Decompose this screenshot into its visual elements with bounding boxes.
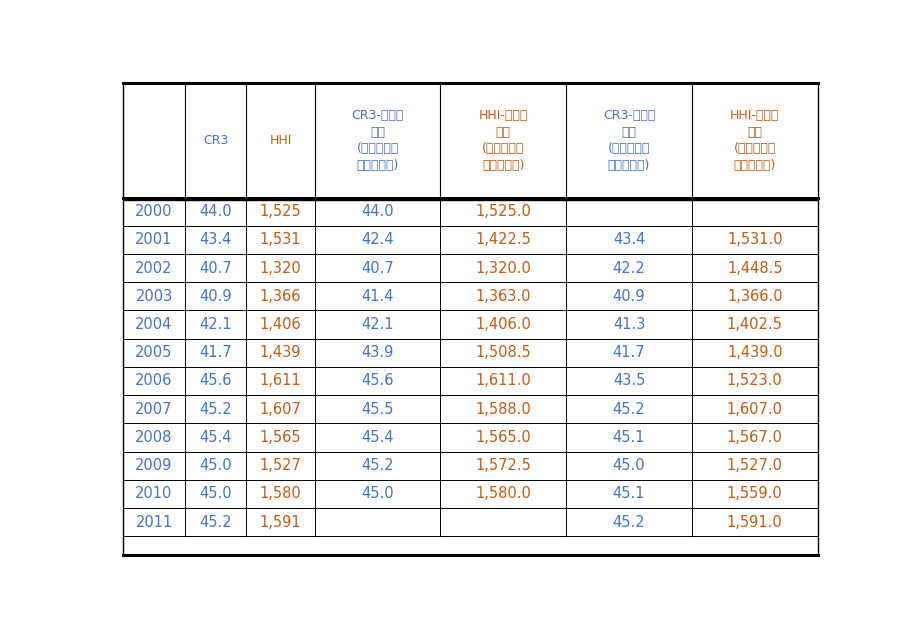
- Text: 45.0: 45.0: [612, 458, 645, 473]
- Text: 1,607.0: 1,607.0: [727, 402, 783, 416]
- Text: 40.7: 40.7: [199, 260, 232, 276]
- Text: 45.2: 45.2: [612, 402, 645, 416]
- Text: 42.1: 42.1: [199, 317, 232, 332]
- Text: 45.2: 45.2: [199, 514, 232, 530]
- Text: 45.4: 45.4: [199, 430, 231, 445]
- Text: 42.4: 42.4: [362, 233, 394, 247]
- Text: 45.6: 45.6: [362, 374, 394, 389]
- Text: 1,439.0: 1,439.0: [727, 345, 783, 360]
- Text: 43.9: 43.9: [362, 345, 394, 360]
- Text: 42.2: 42.2: [612, 260, 645, 276]
- Text: 1,607: 1,607: [260, 402, 301, 416]
- Text: 1,402.5: 1,402.5: [727, 317, 783, 332]
- Text: 2008: 2008: [135, 430, 173, 445]
- Text: 1,320.0: 1,320.0: [476, 260, 532, 276]
- Text: 45.0: 45.0: [362, 487, 394, 501]
- Text: 2001: 2001: [135, 233, 173, 247]
- Text: 1,531: 1,531: [260, 233, 301, 247]
- Text: 2002: 2002: [135, 260, 173, 276]
- Text: 2011: 2011: [135, 514, 173, 530]
- Text: CR3-보간법
적용
(짝수년도에
평균값삽입): CR3-보간법 적용 (짝수년도에 평균값삽입): [603, 109, 655, 171]
- Text: 44.0: 44.0: [199, 204, 232, 219]
- Text: 40.9: 40.9: [199, 289, 232, 304]
- Text: 41.3: 41.3: [613, 317, 645, 332]
- Text: 1,580.0: 1,580.0: [476, 487, 532, 501]
- Text: 1,567.0: 1,567.0: [727, 430, 783, 445]
- Text: 2010: 2010: [135, 487, 173, 501]
- Text: 2009: 2009: [135, 458, 173, 473]
- Text: 1,508.5: 1,508.5: [476, 345, 532, 360]
- Text: 44.0: 44.0: [362, 204, 394, 219]
- Text: CR3: CR3: [203, 134, 229, 147]
- Text: 1,527: 1,527: [260, 458, 301, 473]
- Text: CR3-보간법
적용
(홀수년도에
평균값삽입): CR3-보간법 적용 (홀수년도에 평균값삽입): [352, 109, 404, 171]
- Text: 45.2: 45.2: [362, 458, 394, 473]
- Text: 1,591: 1,591: [260, 514, 301, 530]
- Text: 41.4: 41.4: [362, 289, 394, 304]
- Text: 1,406.0: 1,406.0: [476, 317, 532, 332]
- Text: 45.1: 45.1: [613, 430, 645, 445]
- Text: 40.7: 40.7: [361, 260, 394, 276]
- Text: 45.2: 45.2: [199, 402, 232, 416]
- Text: 1,580: 1,580: [260, 487, 301, 501]
- Text: 45.2: 45.2: [612, 514, 645, 530]
- Text: 1,565: 1,565: [260, 430, 301, 445]
- Text: 43.4: 43.4: [613, 233, 645, 247]
- Text: 42.1: 42.1: [362, 317, 394, 332]
- Text: 2000: 2000: [135, 204, 173, 219]
- Text: 2007: 2007: [135, 402, 173, 416]
- Text: HHI-보간법
적용
(홀수년도에
평균값삽입): HHI-보간법 적용 (홀수년도에 평균값삽입): [478, 109, 528, 171]
- Text: 40.9: 40.9: [612, 289, 645, 304]
- Text: 45.6: 45.6: [199, 374, 231, 389]
- Text: 1,439: 1,439: [260, 345, 301, 360]
- Text: 1,448.5: 1,448.5: [727, 260, 783, 276]
- Text: 1,422.5: 1,422.5: [476, 233, 532, 247]
- Text: 1,565.0: 1,565.0: [476, 430, 532, 445]
- Text: 41.7: 41.7: [199, 345, 232, 360]
- Text: 2005: 2005: [135, 345, 173, 360]
- Text: 1,525: 1,525: [260, 204, 301, 219]
- Text: 43.5: 43.5: [613, 374, 645, 389]
- Text: 1,525.0: 1,525.0: [476, 204, 532, 219]
- Text: 41.7: 41.7: [612, 345, 645, 360]
- Text: 45.1: 45.1: [613, 487, 645, 501]
- Text: 1,611.0: 1,611.0: [476, 374, 532, 389]
- Text: 45.0: 45.0: [199, 458, 232, 473]
- Text: 1,572.5: 1,572.5: [476, 458, 532, 473]
- Text: 1,363.0: 1,363.0: [476, 289, 531, 304]
- Text: 1,523.0: 1,523.0: [727, 374, 783, 389]
- Text: 1,611: 1,611: [260, 374, 301, 389]
- Text: 1,320: 1,320: [260, 260, 301, 276]
- Text: 1,527.0: 1,527.0: [727, 458, 783, 473]
- Text: 1,591.0: 1,591.0: [727, 514, 783, 530]
- Text: 2004: 2004: [135, 317, 173, 332]
- Text: 2006: 2006: [135, 374, 173, 389]
- Text: 1,366.0: 1,366.0: [727, 289, 783, 304]
- Text: HHI-보간법
적용
(짝수년도에
평균값삽입): HHI-보간법 적용 (짝수년도에 평균값삽입): [730, 109, 779, 171]
- Text: 1,588.0: 1,588.0: [476, 402, 532, 416]
- Text: 1,531.0: 1,531.0: [727, 233, 783, 247]
- Text: 1,559.0: 1,559.0: [727, 487, 783, 501]
- Text: 1,406: 1,406: [260, 317, 301, 332]
- Text: 1,366: 1,366: [260, 289, 301, 304]
- Text: 2003: 2003: [135, 289, 173, 304]
- Text: 45.0: 45.0: [199, 487, 232, 501]
- Text: 43.4: 43.4: [199, 233, 231, 247]
- Text: 45.5: 45.5: [362, 402, 394, 416]
- Text: HHI: HHI: [269, 134, 292, 147]
- Text: 45.4: 45.4: [362, 430, 394, 445]
